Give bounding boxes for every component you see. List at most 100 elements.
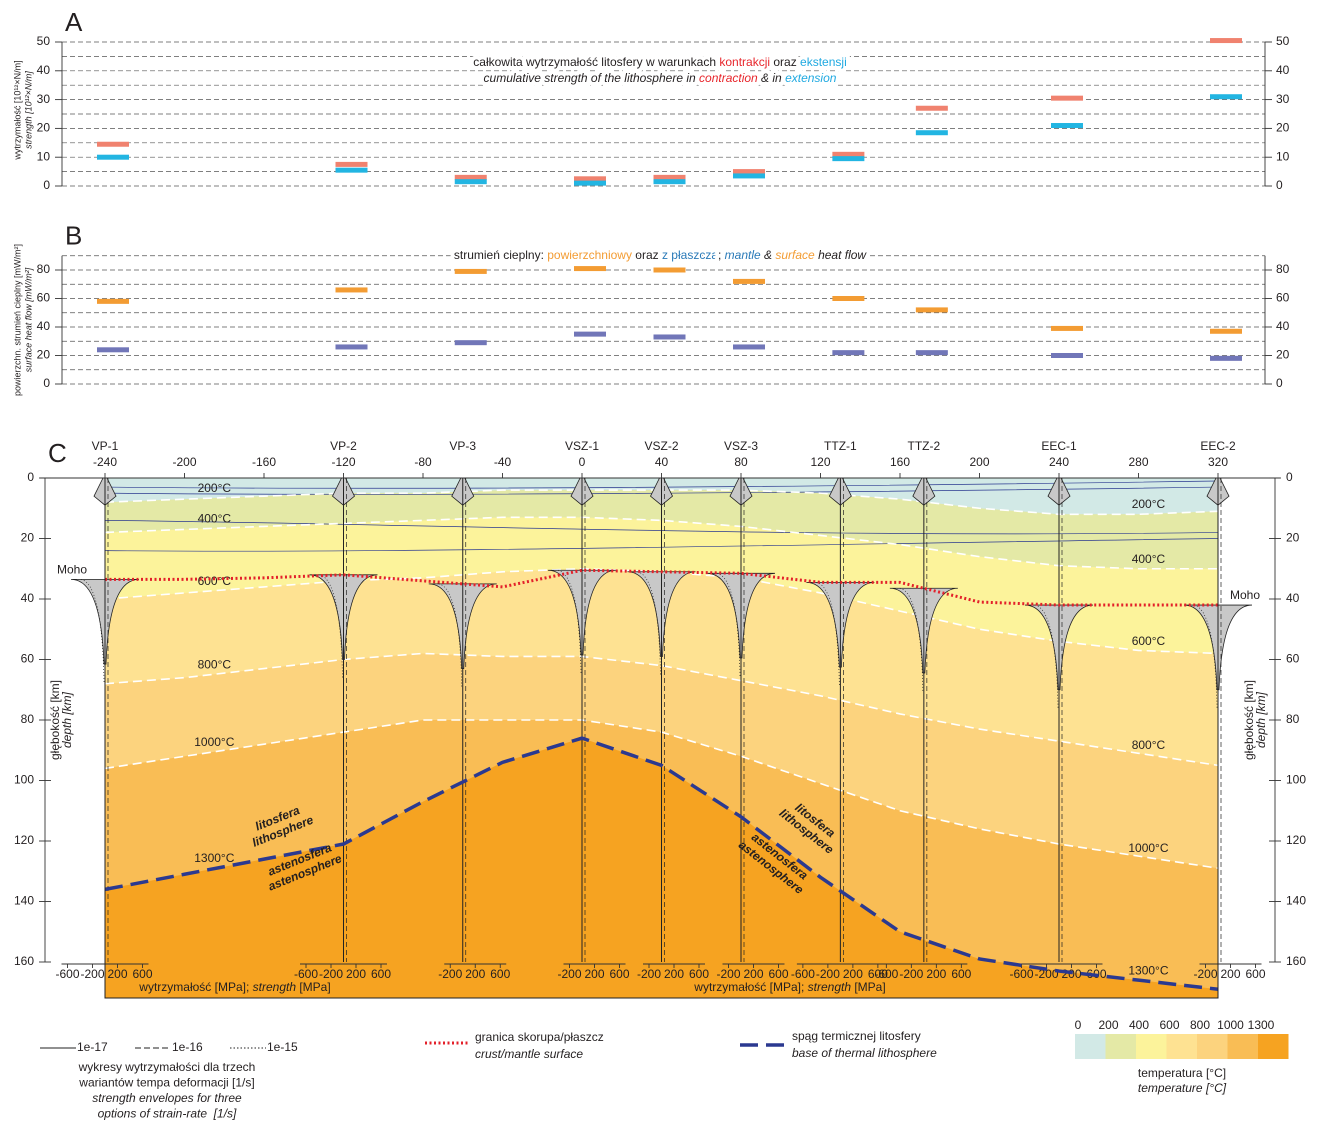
label-part: wytrzymałość [MPa]; bbox=[138, 980, 252, 994]
station-name: VSZ-3 bbox=[724, 439, 758, 453]
legend-text: spąg termicznej litosfery bbox=[792, 1029, 921, 1043]
y-axis-label: surface heat flow [mW/m²] bbox=[23, 267, 33, 372]
marker bbox=[97, 155, 129, 160]
strength-tick-label: -200 bbox=[557, 967, 581, 981]
x-axis-label: wytrzymałość [MPa]; strength [MPa] bbox=[693, 980, 885, 994]
station-name: EEC-1 bbox=[1041, 439, 1077, 453]
strength-tick-label: 200 bbox=[843, 967, 863, 981]
marker bbox=[455, 179, 487, 184]
strength-tick-label: 600 bbox=[609, 967, 629, 981]
legend-text: wykresy wytrzymałości dla trzech bbox=[78, 1060, 256, 1074]
isotherm-label: 1000°C bbox=[194, 735, 234, 749]
isotherm-label: 400°C bbox=[1132, 552, 1166, 566]
legend-swatch bbox=[1075, 1034, 1106, 1059]
marker bbox=[455, 340, 487, 345]
strength-tick-label: -200 bbox=[716, 967, 740, 981]
x-tick-label: -80 bbox=[414, 455, 432, 469]
panel-label: A bbox=[65, 7, 83, 37]
title-part: z płaszcza bbox=[662, 248, 718, 262]
marker bbox=[654, 175, 686, 180]
strength-tick-label: 200 bbox=[107, 967, 127, 981]
strength-tick-label: 600 bbox=[768, 967, 788, 981]
marker bbox=[336, 344, 368, 349]
y-axis-label: depth [km] bbox=[1254, 691, 1268, 748]
legend-text: strength envelopes for three bbox=[92, 1091, 242, 1105]
marker bbox=[336, 162, 368, 167]
marker bbox=[916, 130, 948, 135]
legend-text: wariantów tempa deformacji [1/s] bbox=[78, 1076, 254, 1090]
marker bbox=[1051, 96, 1083, 101]
figure: A0010102020303040405050wytrzymałość [10¹… bbox=[0, 0, 1319, 1131]
title-part: strumień cieplny: bbox=[454, 248, 547, 262]
marker bbox=[654, 179, 686, 184]
strength-tick-label: 600 bbox=[1245, 967, 1265, 981]
legend-swatch bbox=[1197, 1034, 1228, 1059]
strength-tick-label: -200 bbox=[80, 967, 104, 981]
marker bbox=[1051, 123, 1083, 128]
legend-tick-label: 400 bbox=[1129, 1018, 1149, 1032]
y-tick-label: 20 bbox=[21, 531, 35, 545]
y-axis-label: depth [km] bbox=[60, 691, 74, 748]
y-tick-label: 40 bbox=[37, 63, 51, 77]
x-tick-label: 0 bbox=[579, 455, 586, 469]
strength-tick-label: -200 bbox=[637, 967, 661, 981]
y-tick-label: 40 bbox=[1286, 591, 1300, 605]
y-tick-label: 0 bbox=[27, 470, 34, 484]
station-name: VSZ-1 bbox=[565, 439, 599, 453]
station-name: TTZ-2 bbox=[908, 439, 941, 453]
legend-text: crust/mantle surface bbox=[475, 1047, 583, 1061]
marker bbox=[1210, 94, 1242, 99]
strength-tick-label: -600 bbox=[1009, 967, 1033, 981]
y-axis-label: wytrzymałość [10¹²×N/m] bbox=[12, 60, 22, 160]
y-tick-label: 30 bbox=[37, 92, 51, 106]
station-name: TTZ-1 bbox=[824, 439, 857, 453]
station-name: VP-1 bbox=[92, 439, 119, 453]
label-part: [MPa] bbox=[851, 980, 886, 994]
station-name: VP-3 bbox=[449, 439, 476, 453]
marker bbox=[455, 175, 487, 180]
marker bbox=[832, 350, 864, 355]
strength-tick-label: 200 bbox=[346, 967, 366, 981]
y-tick-label: 160 bbox=[1286, 954, 1306, 968]
isotherm-label: 1300°C bbox=[194, 851, 234, 865]
strength-tick-label: 600 bbox=[371, 967, 391, 981]
marker bbox=[832, 152, 864, 157]
strength-tick-label: -200 bbox=[438, 967, 462, 981]
strength-tick-label: 200 bbox=[743, 967, 763, 981]
y-tick-label: 0 bbox=[43, 376, 50, 390]
x-tick-label: 320 bbox=[1208, 455, 1228, 469]
y-tick-label: 60 bbox=[1276, 291, 1290, 305]
chart-title: strumień cieplny: powierzchniowy oraz z … bbox=[454, 248, 868, 262]
y-tick-label: 20 bbox=[1276, 121, 1290, 135]
legend-tick-label: 600 bbox=[1159, 1018, 1179, 1032]
legend-text: granica skorupa/płaszcz bbox=[475, 1030, 604, 1044]
marker bbox=[574, 181, 606, 186]
marker bbox=[654, 268, 686, 273]
y-axis-label: strength [10¹²×N/m] bbox=[23, 71, 33, 149]
isotherm-label: 800°C bbox=[198, 657, 232, 671]
x-tick-label: 280 bbox=[1128, 455, 1148, 469]
y-tick-label: 140 bbox=[14, 894, 34, 908]
marker bbox=[455, 269, 487, 274]
y-tick-label: 20 bbox=[37, 348, 51, 362]
x-axis-label: wytrzymałość [MPa]; strength [MPa] bbox=[138, 980, 330, 994]
y-tick-label: 30 bbox=[1276, 92, 1290, 106]
y-tick-label: 60 bbox=[21, 652, 35, 666]
marker bbox=[1210, 38, 1242, 43]
chart-title: cumulative strength of the lithosphere i… bbox=[484, 71, 837, 85]
title-part: całkowita wytrzymałość litosfery w warun… bbox=[473, 55, 719, 69]
title-part: & in bbox=[758, 71, 785, 85]
y-tick-label: 80 bbox=[1276, 262, 1290, 276]
legend-swatch bbox=[1136, 1034, 1167, 1059]
legend-swatch bbox=[1106, 1034, 1137, 1059]
legend-swatch bbox=[1228, 1034, 1259, 1059]
marker bbox=[916, 307, 948, 312]
isotherm-label: 600°C bbox=[198, 574, 232, 588]
y-tick-label: 40 bbox=[1276, 319, 1290, 333]
y-tick-label: 100 bbox=[14, 773, 34, 787]
label-part: strength bbox=[253, 980, 297, 994]
moho-label: Moho bbox=[57, 563, 87, 577]
title-part: ; bbox=[718, 248, 725, 262]
y-tick-label: 120 bbox=[14, 833, 34, 847]
marker bbox=[1210, 329, 1242, 334]
